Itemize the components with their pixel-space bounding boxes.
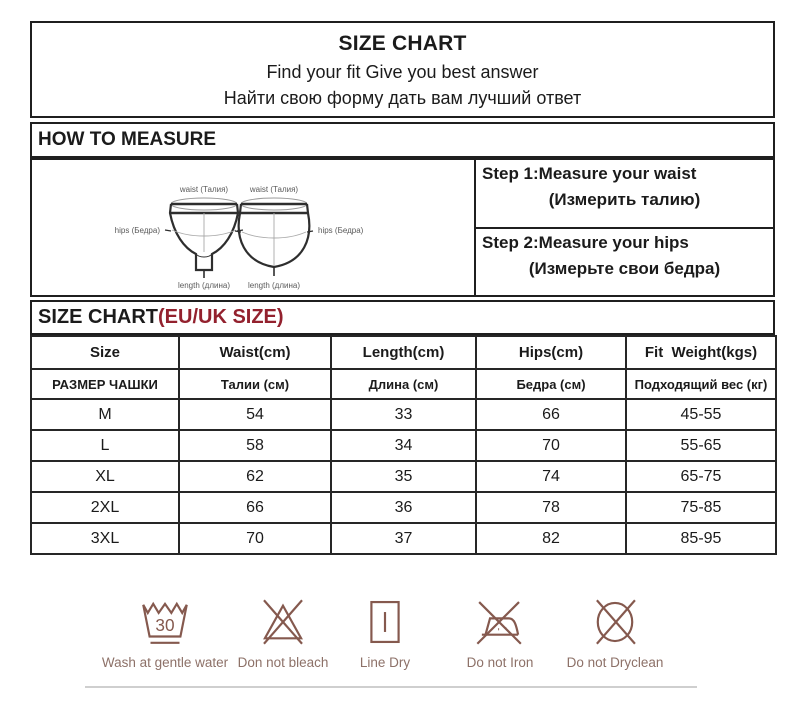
waist-label-right: waist (Талия): [249, 185, 299, 194]
cell-length: 33: [330, 398, 477, 431]
care-item-line-dry: Line Dry: [310, 593, 460, 670]
cell-hips: 78: [475, 491, 627, 524]
cell-weight: 45-55: [625, 398, 777, 431]
cell-hips: 70: [475, 429, 627, 462]
col-hips: Hips(cm): [475, 335, 627, 370]
cell-size: XL: [30, 460, 180, 493]
subtitle-ru: Найти свою форму дать вам лучший ответ: [223, 88, 582, 108]
length-label-left: length (длина): [178, 281, 230, 290]
care-label: Wash at gentle water: [101, 655, 229, 670]
cell-waist: 58: [178, 429, 332, 462]
col-size-ru: РАЗМЕР ЧАШКИ: [30, 368, 180, 400]
hips-label-right: hips (Бедра): [318, 226, 364, 235]
table-row: XL 62 35 74 65-75: [30, 460, 777, 493]
how-to-measure-band: HOW TO MEASURE: [30, 122, 775, 158]
waist-label-left: waist (Талия): [179, 185, 229, 194]
cell-waist: 62: [178, 460, 332, 493]
care-label: Don not bleach: [237, 655, 329, 670]
do-not-iron-icon: [476, 601, 522, 645]
cell-hips: 82: [475, 522, 627, 555]
cell-size: 3XL: [30, 522, 180, 555]
subtitle-en: Find your fit Give you best answer: [266, 62, 539, 82]
col-length: Length(cm): [330, 335, 477, 370]
cell-waist: 54: [178, 398, 332, 431]
table-row: M 54 33 66 45-55: [30, 398, 777, 431]
step-1-text-ru: (Измерить талию): [548, 190, 701, 209]
cell-length: 35: [330, 460, 477, 493]
page-title: SIZE CHART: [338, 32, 467, 55]
cell-weight: 75-85: [625, 491, 777, 524]
col-size: Size: [30, 335, 180, 370]
col-hips-ru: Бедра (см): [475, 368, 627, 400]
cell-size: L: [30, 429, 180, 462]
care-label: Do not Dryclean: [566, 655, 664, 670]
col-waist: Waist(cm): [178, 335, 332, 370]
cell-weight: 65-75: [625, 460, 777, 493]
cell-waist: 70: [178, 522, 332, 555]
care-item-wash: 30 Wash at gentle water: [90, 593, 240, 670]
step-2-text-en: Step 2:Measure your hips: [482, 232, 689, 252]
cell-length: 34: [330, 429, 477, 462]
step-2: Step 2:Measure your hips (Измерьте свои …: [476, 229, 773, 296]
care-item-iron: Do not Iron: [425, 593, 575, 670]
panties-measure-diagram: waist (Талия) waist (Талия) hips (Бедра)…: [115, 185, 364, 290]
size-chart-title-region: (EU/UK SIZE): [158, 306, 284, 328]
measure-section: waist (Талия) waist (Талия) hips (Бедра)…: [30, 158, 775, 297]
table-header-ru: РАЗМЕР ЧАШКИ Талии (см) Длина (см) Бедра…: [30, 368, 777, 400]
measure-diagrams: waist (Талия) waist (Талия) hips (Бедра)…: [32, 160, 476, 295]
do-not-dryclean-icon: [596, 599, 636, 645]
cell-size: 2XL: [30, 491, 180, 524]
cell-length: 37: [330, 522, 477, 555]
care-item-bleach: Don not bleach: [208, 593, 358, 670]
measure-steps: Step 1:Measure your waist (Измерить тали…: [476, 160, 773, 295]
cell-hips: 66: [475, 398, 627, 431]
cell-length: 36: [330, 491, 477, 524]
care-item-dryclean: Do not Dryclean: [540, 593, 690, 670]
wash-temp-label: 30: [155, 615, 174, 635]
col-waist-ru: Талии (см): [178, 368, 332, 400]
step-1-text-en: Step 1:Measure your waist: [482, 164, 697, 183]
table-row: 3XL 70 37 82 85-95: [30, 522, 777, 555]
do-not-bleach-icon: [263, 599, 303, 645]
header-box: SIZE CHART Find your fit Give you best a…: [30, 21, 775, 118]
cell-waist: 66: [178, 491, 332, 524]
size-table: Size Waist(cm) Length(cm) Hips(cm) Fit W…: [30, 335, 777, 555]
length-label-right: length (длина): [248, 281, 300, 290]
table-row: L 58 34 70 55-65: [30, 429, 777, 462]
how-to-measure-title: HOW TO MEASURE: [38, 129, 217, 150]
col-length-ru: Длина (см): [330, 368, 477, 400]
cell-hips: 74: [475, 460, 627, 493]
step-2-text-ru: (Измерьте свои бедра): [528, 258, 721, 278]
col-weight-ru: Подходящий вес (кг): [625, 368, 777, 400]
step-1: Step 1:Measure your waist (Измерить тали…: [476, 160, 773, 229]
care-label: Line Dry: [359, 655, 411, 670]
table-header-en: Size Waist(cm) Length(cm) Hips(cm) Fit W…: [30, 335, 777, 370]
hips-label-left: hips (Бедра): [115, 226, 161, 235]
cell-size: M: [30, 398, 180, 431]
size-chart-title-band: SIZE CHART(EU/UK SIZE): [30, 300, 775, 335]
cell-weight: 55-65: [625, 429, 777, 462]
line-dry-icon: [370, 600, 400, 644]
table-row: 2XL 66 36 78 75-85: [30, 491, 777, 524]
care-label: Do not Iron: [466, 655, 534, 670]
col-weight: Fit Weight(kgs): [625, 335, 777, 370]
wash-gentle-icon: 30: [142, 601, 188, 644]
cell-weight: 85-95: [625, 522, 777, 555]
bottom-divider: [85, 686, 697, 688]
size-chart-title: SIZE CHART: [38, 306, 158, 328]
